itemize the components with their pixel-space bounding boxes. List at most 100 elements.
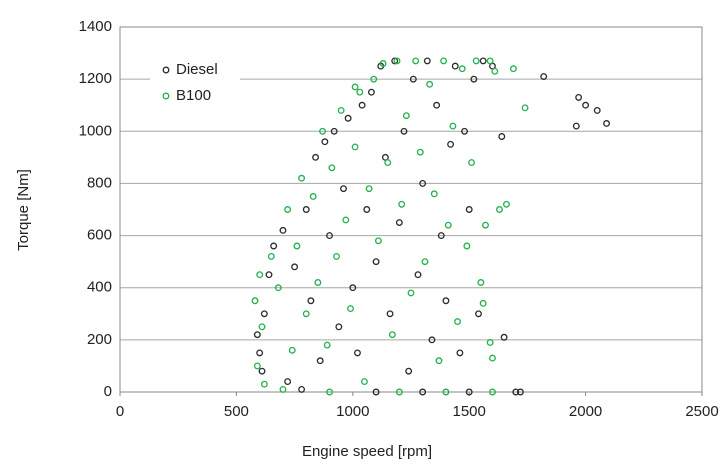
point (442, 388, 450, 396)
legend-label: B100 (176, 87, 211, 104)
point (256, 271, 264, 279)
point (479, 57, 487, 65)
point (419, 179, 427, 187)
point (344, 114, 352, 122)
point (372, 388, 380, 396)
point (274, 284, 282, 292)
point (442, 297, 450, 305)
y-tick-label: 600 (87, 227, 112, 244)
point (603, 120, 611, 127)
point (449, 122, 457, 130)
y-tick-label: 1200 (79, 70, 112, 87)
point (430, 190, 438, 198)
point (509, 65, 517, 73)
point (326, 232, 333, 240)
point (575, 93, 583, 101)
point (398, 200, 406, 208)
point (479, 299, 487, 307)
point (321, 138, 329, 146)
point (314, 279, 322, 286)
point (489, 354, 496, 362)
point (477, 279, 485, 286)
x-tick-label: 1000 (336, 403, 369, 420)
point (572, 122, 580, 130)
point (358, 101, 366, 109)
point (498, 133, 506, 140)
point (302, 310, 310, 318)
point (402, 112, 410, 120)
point (451, 62, 459, 70)
point (444, 221, 452, 229)
point (365, 185, 373, 193)
point (302, 206, 310, 213)
point (470, 75, 478, 83)
point (475, 310, 482, 318)
point (407, 289, 415, 297)
x-tick-label: 1500 (453, 403, 486, 420)
point (251, 297, 259, 305)
point (330, 127, 338, 135)
point (454, 318, 462, 326)
point (409, 75, 417, 83)
point (279, 385, 287, 393)
y-tick-label: 1400 (79, 18, 112, 35)
point (379, 60, 387, 67)
point (456, 349, 464, 357)
plot-frame (119, 26, 703, 393)
point (323, 341, 331, 349)
point (372, 258, 380, 266)
point (593, 106, 601, 114)
point (465, 388, 473, 396)
x-tick-label: 2500 (685, 403, 718, 420)
point (482, 221, 489, 229)
point (253, 331, 261, 339)
point (395, 388, 403, 396)
point (309, 193, 317, 200)
point (465, 206, 473, 213)
point (260, 380, 268, 388)
legend-label: Diesel (176, 61, 218, 78)
point (360, 378, 368, 386)
legend-marker (162, 66, 170, 74)
point (428, 336, 436, 344)
point (337, 106, 345, 114)
point (284, 206, 292, 213)
point (437, 232, 445, 240)
point (512, 388, 520, 396)
point (500, 333, 508, 341)
point (393, 57, 401, 65)
point (298, 385, 306, 393)
legend-box (150, 55, 240, 111)
point (486, 339, 494, 346)
point (298, 174, 306, 182)
y-axis-label: Torque [Nm] (15, 169, 32, 251)
point (319, 127, 326, 135)
y-tick-label: 0 (104, 383, 112, 400)
point (405, 367, 413, 375)
point (347, 305, 354, 313)
point (433, 101, 441, 109)
point (356, 88, 364, 96)
point (258, 323, 266, 331)
point (256, 349, 264, 357)
point (472, 57, 480, 65)
x-tick-label: 2000 (569, 403, 602, 420)
point (423, 57, 431, 65)
point (374, 237, 382, 245)
point (489, 388, 496, 396)
point (582, 101, 590, 109)
point (421, 258, 429, 266)
point (354, 349, 361, 357)
point (388, 331, 396, 339)
y-tick-label: 400 (87, 279, 112, 296)
point (335, 323, 343, 331)
point (419, 388, 427, 396)
y-tick-label: 1000 (79, 122, 112, 139)
point (351, 143, 359, 151)
point (279, 226, 287, 234)
point (521, 104, 529, 112)
point (284, 378, 292, 386)
point (270, 242, 278, 250)
point (416, 148, 424, 156)
